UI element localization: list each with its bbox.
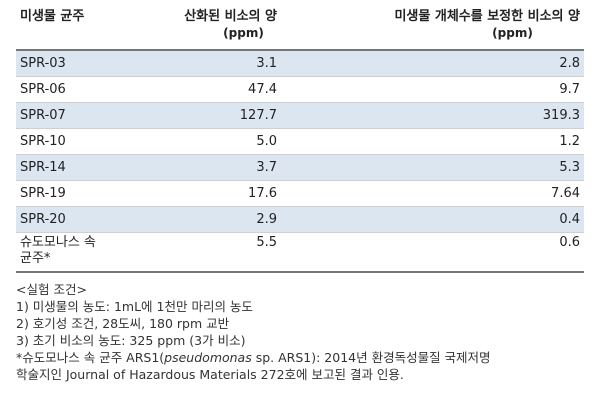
cell-strain: SPR-10 <box>16 128 166 155</box>
cell-corrected: 1.2 <box>281 128 584 155</box>
cell-strain: SPR-14 <box>16 154 166 181</box>
notes-item: 2) 호기성 조건, 28도씨, 180 rpm 교반 <box>16 316 230 331</box>
cell-strain: 슈도모나스 속 균주* <box>16 232 166 273</box>
table-row: SPR-19 17.6 7.64 <box>16 180 584 207</box>
footnote: *슈도모나스 속 균주 ARS1(pseudomonas sp. ARS1): … <box>16 349 584 366</box>
header-oxidized-unit: (ppm) <box>223 26 264 40</box>
cell-corrected: 9.7 <box>281 76 584 103</box>
cell-oxidized: 3.7 <box>166 154 281 181</box>
strain-name-line1: 슈도모나스 속 <box>20 235 96 250</box>
header-oxidized-label: 산화된 비소의 양 <box>184 9 277 24</box>
cell-strain: SPR-06 <box>16 76 166 103</box>
notes-item: 1) 미생물의 농도: 1mL에 1천만 마리의 농도 <box>16 299 253 314</box>
notes-heading: <실험 조건> <box>16 282 87 297</box>
cell-corrected: 319.3 <box>281 102 584 129</box>
footnote-line2: 학술지인 Journal of Hazardous Materials 272호… <box>16 367 404 382</box>
experiment-notes: <실험 조건> 1) 미생물의 농도: 1mL에 1천만 마리의 농도 2) 호… <box>16 281 584 383</box>
table-header-row: 미생물 균주 산화된 비소의 양 (ppm) 미생물 개체수를 보정한 비소의 … <box>16 0 584 51</box>
header-corrected-label: 미생물 개체수를 보정한 비소의 양 <box>394 9 580 24</box>
arsenic-oxidation-table: 미생물 균주 산화된 비소의 양 (ppm) 미생물 개체수를 보정한 비소의 … <box>16 0 584 273</box>
header-corrected-arsenic: 미생물 개체수를 보정한 비소의 양 (ppm) <box>281 0 584 51</box>
cell-strain: SPR-07 <box>16 102 166 129</box>
cell-oxidized: 5.5 <box>166 232 281 273</box>
cell-corrected: 2.8 <box>281 50 584 77</box>
header-strain: 미생물 균주 <box>16 0 166 51</box>
cell-corrected: 0.4 <box>281 206 584 233</box>
cell-strain: SPR-19 <box>16 180 166 207</box>
cell-oxidized: 17.6 <box>166 180 281 207</box>
table-row: 슈도모나스 속 균주* 5.5 0.6 <box>16 232 584 273</box>
footnote-prefix: *슈도모나스 속 균주 ARS1( <box>16 350 165 365</box>
cell-corrected: 0.6 <box>281 232 584 273</box>
table-row: SPR-03 3.1 2.8 <box>16 50 584 77</box>
table-row: SPR-14 3.7 5.3 <box>16 154 584 181</box>
cell-corrected: 7.64 <box>281 180 584 207</box>
strain-name-line2: 균주* <box>20 251 51 266</box>
cell-strain: SPR-03 <box>16 50 166 77</box>
cell-oxidized: 2.9 <box>166 206 281 233</box>
cell-oxidized: 5.0 <box>166 128 281 155</box>
footnote-rest: sp. ARS1): 2014년 환경독성물질 국제저명 <box>251 350 491 365</box>
notes-item: 3) 초기 비소의 농도: 325 ppm (3가 비소) <box>16 333 246 348</box>
cell-corrected: 5.3 <box>281 154 584 181</box>
footnote-species: pseudomonas <box>164 350 252 365</box>
header-corrected-unit: (ppm) <box>492 26 533 40</box>
cell-oxidized: 47.4 <box>166 76 281 103</box>
cell-oxidized: 127.7 <box>166 102 281 129</box>
table-row: SPR-20 2.9 0.4 <box>16 206 584 233</box>
table-row: SPR-10 5.0 1.2 <box>16 128 584 155</box>
table-row: SPR-07 127.7 319.3 <box>16 102 584 129</box>
document: 미생물 균주 산화된 비소의 양 (ppm) 미생물 개체수를 보정한 비소의 … <box>16 0 584 383</box>
table-row: SPR-06 47.4 9.7 <box>16 76 584 103</box>
cell-strain: SPR-20 <box>16 206 166 233</box>
cell-oxidized: 3.1 <box>166 50 281 77</box>
header-oxidized-arsenic: 산화된 비소의 양 (ppm) <box>166 0 281 51</box>
